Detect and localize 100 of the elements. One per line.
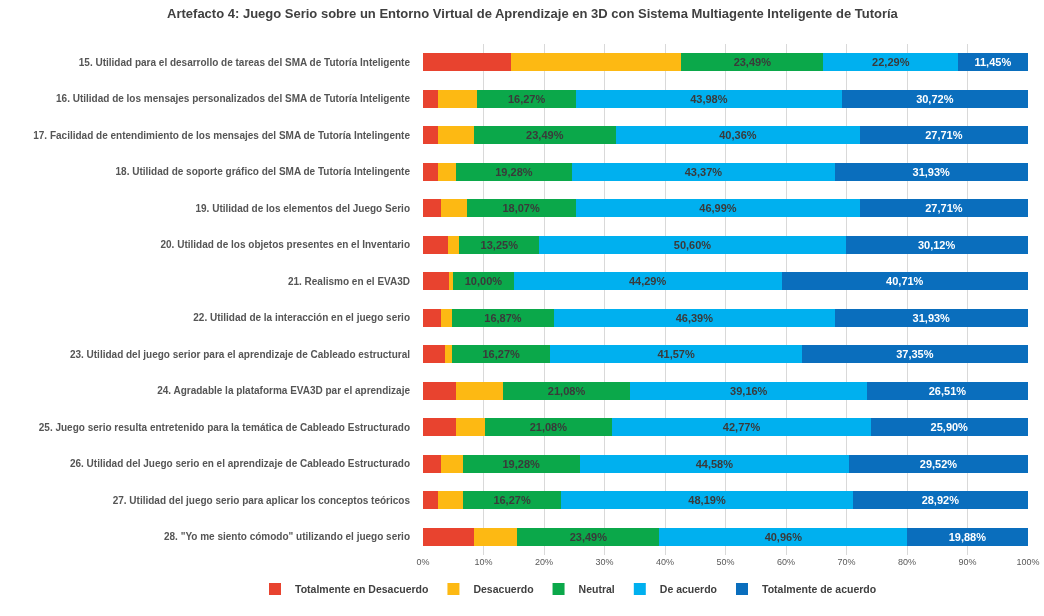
data-label: 23,49% bbox=[569, 530, 608, 543]
bar bbox=[423, 491, 438, 510]
x-tick-label: 70% bbox=[837, 557, 856, 567]
data-label: 31,93% bbox=[912, 165, 951, 178]
y-tick-label: 23. Utilidad del juego serior para el aprendizaje de Cableado estructural bbox=[69, 348, 411, 360]
bar bbox=[444, 345, 453, 364]
data-label: 44,58% bbox=[695, 457, 734, 470]
bar bbox=[513, 272, 782, 291]
bar bbox=[867, 381, 1028, 400]
data-label: 26,51% bbox=[928, 384, 967, 397]
bar bbox=[561, 491, 853, 510]
bar bbox=[423, 162, 438, 181]
bar bbox=[575, 199, 861, 218]
y-tick-label: 15. Utilidad para el desarrollo de tareas del SMA de Tutoría Inteligente bbox=[78, 56, 411, 68]
bar bbox=[423, 308, 442, 327]
data-label: 22,29% bbox=[872, 56, 910, 69]
bar bbox=[441, 454, 463, 473]
legend-label: Totalmente en Desacuerdo bbox=[295, 583, 429, 596]
bar bbox=[781, 272, 1028, 291]
data-label: 50,60% bbox=[673, 238, 712, 251]
data-label: 18,07% bbox=[502, 202, 540, 215]
data-label: 16,27% bbox=[507, 92, 546, 105]
data-label: 16,27% bbox=[493, 494, 531, 507]
data-label: 19,28% bbox=[502, 457, 541, 470]
data-label: 16,87% bbox=[484, 311, 522, 324]
bar bbox=[441, 308, 453, 327]
y-tick-label: 22. Utilidad de la interacción en el juego serio bbox=[193, 312, 410, 324]
y-tick-label: 28. "Yo me siento cómodo" utilizando el juego serio bbox=[163, 531, 410, 543]
y-tick-label: 17. Facilidad de entendimiento de los mensajes del SMA de Tutoría Intelingente bbox=[33, 129, 411, 141]
bar bbox=[473, 126, 616, 145]
data-label: 23,49% bbox=[526, 129, 564, 142]
bar bbox=[823, 53, 959, 72]
legend-label: De acuerdo bbox=[659, 583, 717, 596]
bar bbox=[423, 272, 450, 291]
bar bbox=[871, 418, 1028, 437]
data-label: 19,28% bbox=[495, 165, 533, 178]
data-label: 21,08% bbox=[529, 421, 568, 434]
bar bbox=[423, 454, 442, 473]
bar bbox=[575, 89, 842, 108]
bar bbox=[550, 345, 802, 364]
bar bbox=[615, 126, 861, 145]
x-tick-label: 100% bbox=[1016, 557, 1040, 567]
data-label: 43,98% bbox=[690, 92, 728, 105]
x-tick-label: 40% bbox=[655, 557, 675, 567]
x-tick-label: 60% bbox=[776, 557, 796, 567]
data-label: 48,19% bbox=[688, 494, 726, 507]
bar bbox=[423, 53, 511, 72]
data-label: 25,90% bbox=[930, 421, 969, 434]
x-tick-label: 50% bbox=[716, 557, 735, 567]
y-tick-label: 25. Juego serio resulta entretenido para la temática de Cableado Estructurado bbox=[38, 421, 410, 433]
data-label: 42,77% bbox=[722, 421, 761, 434]
x-tick-label: 10% bbox=[474, 557, 493, 567]
x-tick-label: 80% bbox=[897, 557, 917, 567]
data-label: 30,12% bbox=[917, 238, 956, 251]
data-label: 19,88% bbox=[948, 530, 987, 543]
y-tick-label: 20. Utilidad de los objetos presentes en el Inventario bbox=[160, 239, 410, 251]
data-label: 10,00% bbox=[464, 275, 503, 288]
y-tick-label: 16. Utilidad de los mensajes personalizados del SMA de Tutoría Inteligente bbox=[56, 93, 411, 105]
bar bbox=[539, 235, 846, 254]
data-label: 11,45% bbox=[974, 56, 1012, 69]
bar bbox=[437, 162, 456, 181]
y-tick-label: 21. Realismo en el EVA3D bbox=[287, 275, 410, 287]
bar bbox=[554, 308, 835, 327]
legend-label: Desacuerdo bbox=[473, 583, 534, 596]
bar bbox=[572, 162, 835, 181]
y-tick-label: 24. Agradable la plataforma EVA3D par el aprendizaje bbox=[157, 385, 411, 397]
y-tick-label: 26. Utilidad del Juego serio en el aprendizaje de Cableado Estructurado bbox=[69, 458, 410, 470]
bar bbox=[448, 235, 460, 254]
bar bbox=[801, 345, 1028, 364]
bar bbox=[437, 89, 478, 108]
bar bbox=[860, 126, 1028, 145]
bar bbox=[849, 454, 1028, 473]
legend-label: Totalmente de acuerdo bbox=[761, 583, 877, 596]
data-label: 16,27% bbox=[482, 348, 521, 361]
bar bbox=[860, 199, 1028, 218]
x-tick-label: 20% bbox=[534, 557, 554, 567]
data-label: 31,93% bbox=[912, 311, 951, 324]
bar bbox=[423, 126, 438, 145]
data-label: 44,29% bbox=[628, 275, 667, 288]
x-tick-label: 30% bbox=[595, 557, 614, 567]
bar bbox=[612, 418, 871, 437]
data-label: 27,71% bbox=[925, 129, 963, 142]
data-label: 21,08% bbox=[547, 384, 586, 397]
bar bbox=[630, 381, 868, 400]
bar bbox=[423, 527, 474, 546]
data-label: 40,71% bbox=[886, 275, 924, 288]
data-label: 30,72% bbox=[916, 92, 954, 105]
data-label: 23,49% bbox=[733, 56, 772, 69]
data-label: 39,16% bbox=[730, 384, 768, 397]
bar bbox=[423, 199, 442, 218]
y-tick-label: 18. Utilidad de soporte gráfico del SMA de Tutoría Intelingente bbox=[115, 166, 411, 178]
data-label: 27,71% bbox=[925, 202, 963, 215]
bar bbox=[834, 308, 1028, 327]
data-label: 28,92% bbox=[921, 494, 960, 507]
data-label: 40,96% bbox=[764, 530, 803, 543]
bar bbox=[423, 89, 438, 108]
data-label: 29,52% bbox=[919, 457, 958, 470]
x-tick-label: 90% bbox=[958, 557, 977, 567]
bar bbox=[852, 491, 1028, 510]
bar bbox=[455, 418, 485, 437]
